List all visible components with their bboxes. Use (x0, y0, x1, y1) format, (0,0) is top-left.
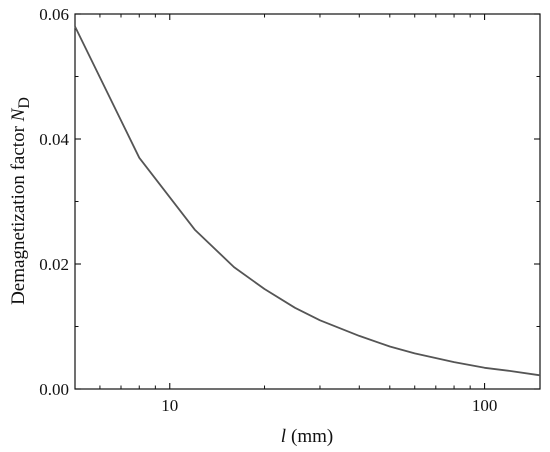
y-axis-ticks: 0.00 0.02 0.04 0.06 (39, 5, 540, 399)
series-group (74, 26, 541, 377)
x-tick-label: 10 (161, 396, 178, 415)
y-tick-label: 0.04 (39, 130, 69, 149)
y-axis-label: Demagnetization factor ND (8, 97, 33, 305)
plot-frame (74, 13, 541, 390)
x-axis-symbol: l (281, 426, 286, 447)
series-line (74, 26, 541, 377)
y-axis-label-text: Demagnetization factor (8, 121, 29, 305)
x-axis-unit: (mm) (291, 426, 333, 447)
y-tick-label: 0.06 (39, 5, 69, 24)
x-axis-ticks: 10 100 (74, 14, 498, 415)
y-tick-label: 0.00 (39, 380, 69, 399)
x-tick-label: 100 (472, 396, 498, 415)
y-axis-symbol: N (8, 107, 29, 122)
y-tick-label: 0.02 (39, 255, 69, 274)
x-axis-label: l (mm) (281, 426, 334, 447)
y-axis-subscript: D (16, 97, 33, 109)
